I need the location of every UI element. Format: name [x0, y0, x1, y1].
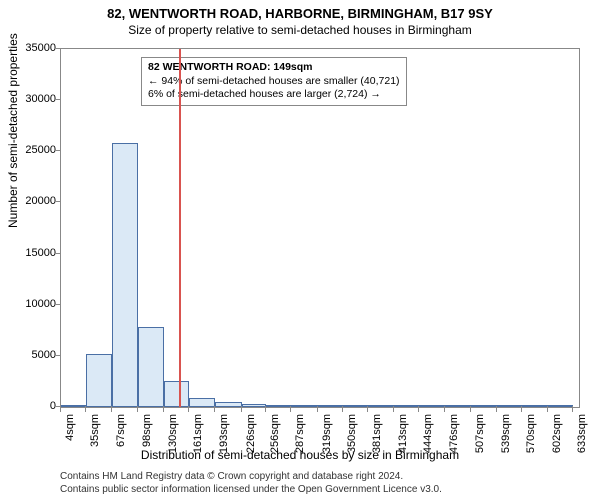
x-tick-mark: [214, 406, 215, 412]
x-tick-label: 476sqm: [448, 414, 460, 453]
x-tick-mark: [241, 406, 242, 412]
y-tick-label: 10000: [6, 298, 56, 310]
chart-container: 82, WENTWORTH ROAD, HARBORNE, BIRMINGHAM…: [0, 0, 600, 500]
x-tick-label: 570sqm: [525, 414, 537, 453]
marker-line: [179, 49, 181, 407]
x-tick-label: 4sqm: [64, 414, 76, 441]
footer: Contains HM Land Registry data © Crown c…: [60, 471, 442, 496]
x-tick-mark: [163, 406, 164, 412]
x-tick-mark: [547, 406, 548, 412]
x-tick-mark: [111, 406, 112, 412]
histogram-bar: [548, 405, 573, 407]
x-tick-mark: [342, 406, 343, 412]
y-tick-mark: [54, 304, 60, 305]
histogram-bar: [189, 398, 215, 407]
y-tick-label: 20000: [6, 195, 56, 207]
x-tick-mark: [470, 406, 471, 412]
chart-title: 82, WENTWORTH ROAD, HARBORNE, BIRMINGHAM…: [0, 0, 600, 21]
x-tick-label: 98sqm: [141, 414, 153, 447]
x-tick-label: 507sqm: [474, 414, 486, 453]
y-tick-label: 30000: [6, 93, 56, 105]
histogram-bar: [368, 405, 394, 407]
histogram-bar: [112, 143, 137, 407]
histogram-bar: [242, 404, 266, 407]
annotation-line-smaller: ← 94% of semi-detached houses are smalle…: [148, 75, 400, 89]
x-tick-mark: [418, 406, 419, 412]
plot-area: 82 WENTWORTH ROAD: 149sqm ← 94% of semi-…: [60, 48, 580, 408]
y-tick-label: 35000: [6, 42, 56, 54]
x-tick-label: 319sqm: [321, 414, 333, 453]
histogram-bar: [266, 405, 291, 407]
histogram-bar: [291, 405, 317, 407]
histogram-bar: [445, 405, 470, 407]
x-tick-mark: [265, 406, 266, 412]
y-tick-mark: [54, 48, 60, 49]
y-tick-mark: [54, 150, 60, 151]
histogram-bar: [522, 405, 548, 407]
y-tick-mark: [54, 355, 60, 356]
x-tick-mark: [137, 406, 138, 412]
histogram-bar: [86, 354, 112, 407]
x-tick-label: 226sqm: [245, 414, 257, 453]
x-tick-label: 633sqm: [576, 414, 588, 453]
x-tick-mark: [60, 406, 61, 412]
histogram-bar: [471, 405, 497, 407]
y-tick-label: 0: [6, 400, 56, 412]
histogram-bar: [164, 381, 189, 407]
x-tick-label: 381sqm: [371, 414, 383, 453]
x-tick-label: 130sqm: [167, 414, 179, 453]
x-tick-label: 444sqm: [422, 414, 434, 453]
y-tick-label: 25000: [6, 144, 56, 156]
x-tick-mark: [85, 406, 86, 412]
histogram-bar: [61, 405, 86, 407]
annotation-line-larger: 6% of semi-detached houses are larger (2…: [148, 88, 400, 102]
x-tick-label: 35sqm: [89, 414, 101, 447]
histogram-bar: [394, 405, 419, 407]
histogram-bar: [138, 327, 164, 407]
x-tick-mark: [521, 406, 522, 412]
y-tick-mark: [54, 201, 60, 202]
x-tick-mark: [290, 406, 291, 412]
histogram-bar: [215, 402, 242, 407]
x-tick-mark: [496, 406, 497, 412]
x-tick-label: 350sqm: [346, 414, 358, 453]
chart-subtitle: Size of property relative to semi-detach…: [0, 21, 600, 37]
x-tick-mark: [393, 406, 394, 412]
y-tick-label: 15000: [6, 247, 56, 259]
y-tick-label: 5000: [6, 349, 56, 361]
footer-line2: Contains public sector information licen…: [60, 484, 442, 497]
x-tick-label: 67sqm: [115, 414, 127, 447]
footer-line1: Contains HM Land Registry data © Crown c…: [60, 471, 442, 484]
histogram-bar: [497, 405, 522, 407]
x-tick-mark: [367, 406, 368, 412]
x-tick-mark: [317, 406, 318, 412]
x-tick-label: 256sqm: [269, 414, 281, 453]
x-tick-label: 539sqm: [500, 414, 512, 453]
x-tick-label: 413sqm: [397, 414, 409, 453]
annotation-title: 82 WENTWORTH ROAD: 149sqm: [148, 61, 400, 75]
histogram-bar: [318, 405, 343, 407]
x-tick-mark: [444, 406, 445, 412]
y-tick-mark: [54, 253, 60, 254]
x-tick-mark: [572, 406, 573, 412]
histogram-bar: [343, 405, 368, 407]
histogram-bar: [419, 405, 445, 407]
x-tick-mark: [188, 406, 189, 412]
x-tick-label: 287sqm: [294, 414, 306, 453]
x-tick-label: 161sqm: [192, 414, 204, 453]
x-tick-label: 602sqm: [551, 414, 563, 453]
y-tick-mark: [54, 99, 60, 100]
x-tick-label: 193sqm: [218, 414, 230, 453]
